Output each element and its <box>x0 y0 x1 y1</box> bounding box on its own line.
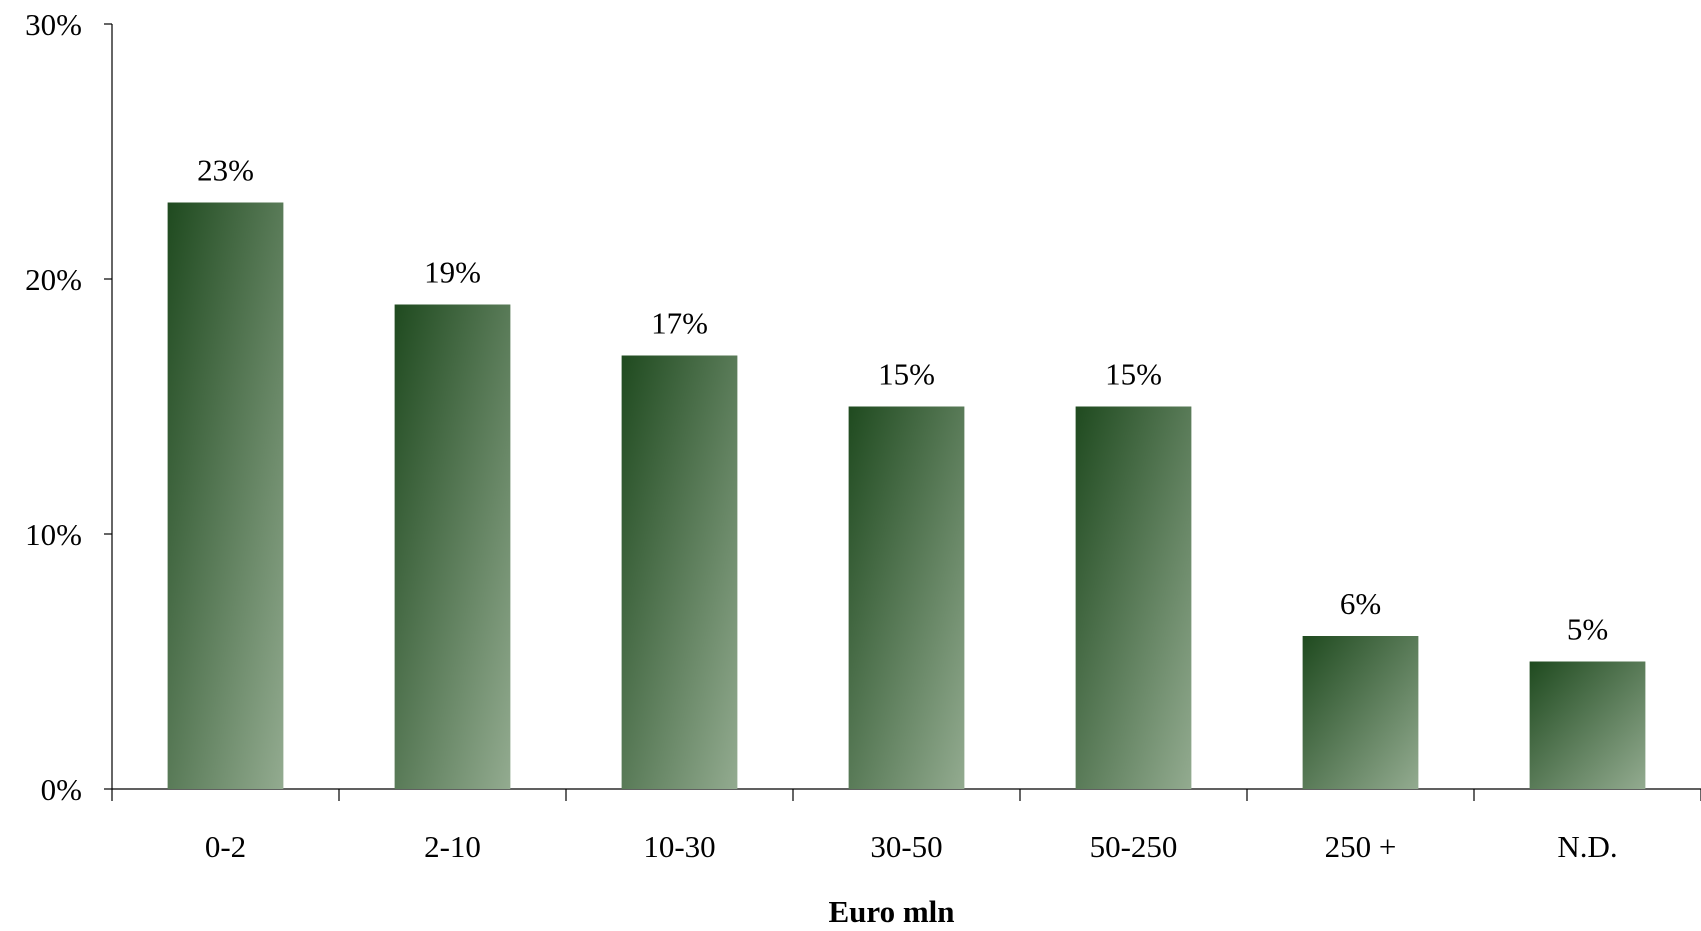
bar <box>1302 636 1419 789</box>
bars <box>167 202 1646 789</box>
bar <box>848 406 965 789</box>
bar <box>1075 406 1192 789</box>
x-category-label: 0-2 <box>205 829 246 864</box>
bar-data-label: 17% <box>651 306 708 341</box>
y-tick-label: 0% <box>41 772 82 807</box>
x-axis-title: Euro mln <box>828 894 954 926</box>
bar-data-label: 15% <box>878 357 935 392</box>
data-labels: 23% 19% 17% 15% 15% 6% 5% <box>197 153 1608 647</box>
x-category-label: 250 + <box>1325 829 1397 864</box>
x-category-label: 50-250 <box>1090 829 1178 864</box>
bar-data-label: 5% <box>1567 612 1608 647</box>
bar <box>394 304 511 789</box>
bar <box>167 202 284 789</box>
y-tick-label: 30% <box>25 7 82 42</box>
y-tick-label: 20% <box>25 262 82 297</box>
bar-data-label: 15% <box>1105 357 1162 392</box>
x-category-label: N.D. <box>1557 829 1617 864</box>
y-axis: 0% 10% 20% 30% <box>25 7 113 807</box>
x-category-label: 10-30 <box>643 829 715 864</box>
y-tick-label: 10% <box>25 517 82 552</box>
x-axis: 0-2 2-10 10-30 30-50 50-250 250 + N.D. <box>111 788 1701 864</box>
x-category-label: 2-10 <box>424 829 481 864</box>
bar-data-label: 19% <box>424 255 481 290</box>
bar-data-label: 23% <box>197 153 254 188</box>
bar <box>621 355 738 789</box>
bar <box>1529 661 1646 789</box>
x-category-label: 30-50 <box>870 829 942 864</box>
bar-data-label: 6% <box>1340 586 1381 621</box>
